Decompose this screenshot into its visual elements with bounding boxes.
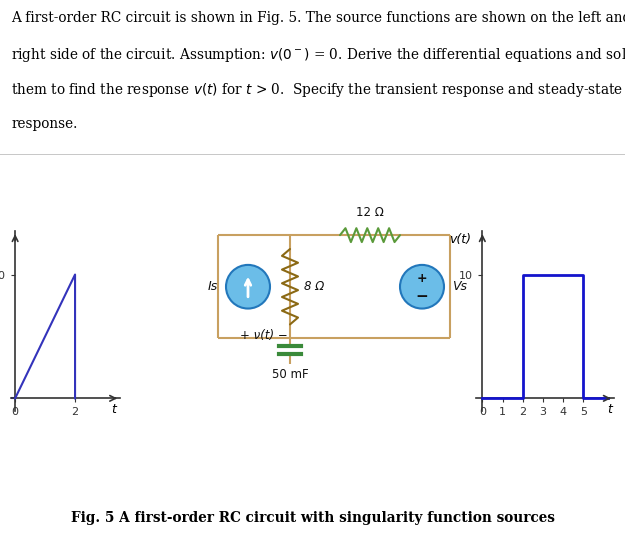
Text: + ν(​t​) −: + ν(​t​) − xyxy=(240,329,288,342)
Text: t: t xyxy=(112,403,116,416)
Text: right side of the circuit. Assumption: $v(0^-)$ = 0. Derive the differential equ: right side of the circuit. Assumption: $… xyxy=(11,46,625,64)
Ellipse shape xyxy=(400,265,444,308)
Text: response.: response. xyxy=(11,116,78,131)
Ellipse shape xyxy=(226,265,270,308)
Text: them to find the response $v(t)$ for $t$ > 0.  Specify the transient response an: them to find the response $v(t)$ for $t$… xyxy=(11,82,623,100)
Text: 50 mF: 50 mF xyxy=(272,368,308,381)
Text: v(t): v(t) xyxy=(449,233,471,246)
Text: t: t xyxy=(608,403,612,416)
Text: 12 Ω: 12 Ω xyxy=(356,206,384,219)
Text: −: − xyxy=(416,289,428,304)
Text: Fig. 5 A first-order RC circuit with singularity function sources: Fig. 5 A first-order RC circuit with sin… xyxy=(71,511,554,524)
Text: +: + xyxy=(417,273,428,285)
Text: Vs: Vs xyxy=(452,280,467,293)
Text: 8 Ω: 8 Ω xyxy=(304,280,324,293)
Text: A first-order RC circuit is shown in Fig. 5. The source functions are shown on t: A first-order RC circuit is shown in Fig… xyxy=(11,11,625,25)
Text: Is: Is xyxy=(208,280,218,293)
